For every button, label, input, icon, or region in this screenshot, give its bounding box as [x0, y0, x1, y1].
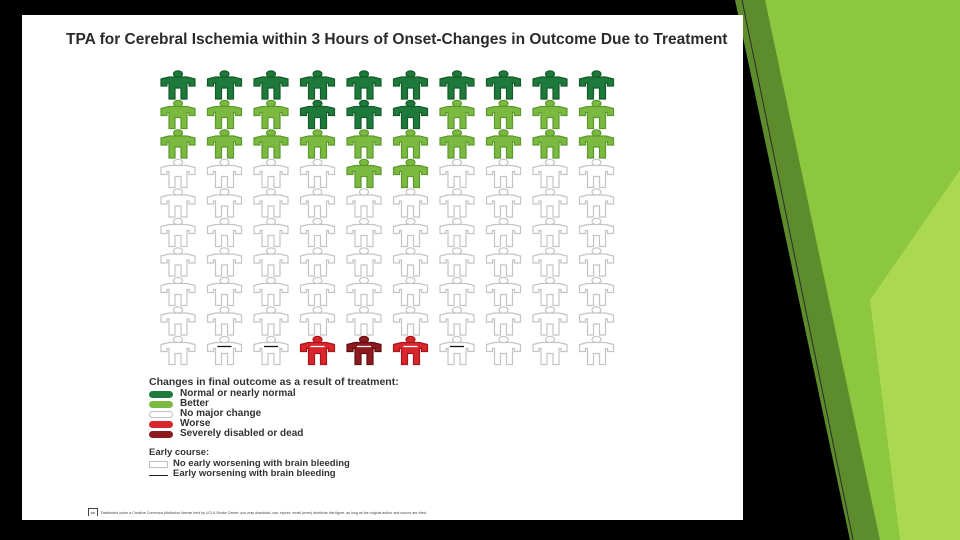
figure-title: TPA for Cerebral Ischemia within 3 Hours… [66, 31, 728, 48]
legend-label-severe: Severely disabled or dead [180, 428, 304, 439]
legend-title: Changes in final outcome as a result of … [149, 376, 399, 388]
early-course-swatch-bleeding [149, 475, 168, 476]
early-course-title: Early course: [149, 447, 210, 458]
cc-license-badge: cc [88, 508, 98, 516]
early-course-label-no-bleeding: No early worsening with brain bleeding [173, 458, 350, 469]
legend-swatch-severe [149, 431, 173, 438]
legend-swatch-normal [149, 391, 173, 398]
legend-swatch-worse [149, 421, 173, 428]
license-text: Distributed under a Creative Commons Att… [101, 511, 428, 515]
legend-label-worse: Worse [180, 418, 211, 429]
figure-card [22, 15, 743, 520]
license-footer: cc Distributed under a Creative Commons A… [88, 508, 738, 516]
legend-label-no-change: No major change [180, 408, 262, 419]
legend-swatch-no-change [149, 411, 173, 418]
legend-label-better: Better [180, 398, 209, 409]
legend-label-normal: Normal or nearly normal [180, 388, 296, 399]
early-course-swatch-no-bleeding [149, 461, 168, 468]
early-course-label-bleeding: Early worsening with brain bleeding [173, 468, 336, 479]
legend-swatch-better [149, 401, 173, 408]
green-accent-shape-light [870, 170, 960, 540]
